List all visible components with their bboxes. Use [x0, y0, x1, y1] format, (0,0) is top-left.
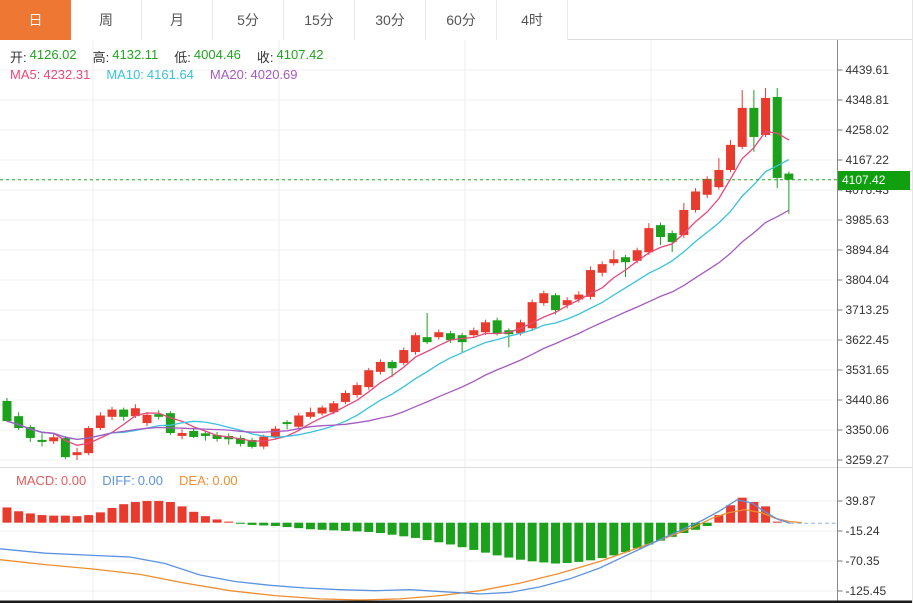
timeframe-tabbar: 日 周 月 5分 15分 30分 60分 4时 — [0, 0, 912, 40]
price-gridlines — [0, 40, 838, 467]
tab-label: 日 — [28, 12, 43, 28]
price-axis-label: 3350.06 — [846, 423, 890, 437]
candlestick-chart[interactable]: 4439.614348.814258.024167.224076.433985.… — [0, 40, 913, 467]
price-axis-label: 3440.86 — [846, 393, 890, 407]
bottom-border — [0, 600, 912, 603]
diff-line — [0, 499, 791, 595]
macd-axis-label: -125.45 — [846, 584, 887, 598]
macd-gridlines — [0, 467, 912, 601]
price-axis-label: 4348.81 — [846, 93, 890, 107]
ma10-line — [6, 159, 790, 441]
tab-label: 5分 — [237, 12, 259, 28]
price-axis-label: 3622.45 — [846, 333, 890, 347]
tab-day[interactable]: 日 — [0, 0, 71, 40]
tab-label: 4时 — [521, 12, 543, 28]
macd-axis-label: 39.87 — [846, 494, 876, 508]
macd-histogram — [2, 497, 782, 564]
tab-label: 周 — [99, 12, 113, 28]
tab-label: 月 — [170, 12, 184, 28]
tab-label: 30分 — [375, 12, 405, 28]
price-axis-label: 3531.65 — [846, 363, 890, 377]
last-price-tag: 4107.42 — [838, 171, 910, 190]
tab-label: 60分 — [446, 12, 476, 28]
price-axis-label: 3985.63 — [846, 213, 890, 227]
macd-axis: 39.87 -15.24 -70.35 -125.45 — [837, 467, 887, 603]
macd-chart[interactable]: 39.87 -15.24 -70.35 -125.45 — [0, 467, 913, 603]
tab-5min[interactable]: 5分 — [213, 0, 284, 40]
price-axis-label: 3804.04 — [846, 273, 890, 287]
price-axis-label: 4167.22 — [846, 153, 890, 167]
ma5-line — [6, 130, 790, 446]
tab-4hour[interactable]: 4时 — [497, 0, 568, 40]
tab-label: 15分 — [304, 12, 334, 28]
tab-60min[interactable]: 60分 — [426, 0, 497, 40]
price-axis-label: 4439.61 — [846, 63, 890, 77]
tab-15min[interactable]: 15分 — [284, 0, 355, 40]
price-axis: 4439.614348.814258.024167.224076.433985.… — [837, 40, 890, 467]
macd-axis-label: -15.24 — [846, 524, 880, 538]
dea-line — [0, 508, 803, 601]
price-axis-label: 3713.25 — [846, 303, 890, 317]
price-axis-label: 4258.02 — [846, 123, 890, 137]
price-axis-label: 3894.84 — [846, 243, 890, 257]
ma20-line — [6, 209, 790, 441]
tab-month[interactable]: 月 — [142, 0, 213, 40]
price-axis-label: 3259.27 — [846, 453, 890, 467]
macd-axis-label: -70.35 — [846, 554, 880, 568]
tab-30min[interactable]: 30分 — [355, 0, 426, 40]
tab-week[interactable]: 周 — [71, 0, 142, 40]
candlestick-series — [2, 88, 794, 461]
macd-panel[interactable]: 39.87 -15.24 -70.35 -125.45 MACD: 0.00 DIFF… — [0, 467, 913, 603]
price-chart-panel[interactable]: 4439.61 4348.81 4258.02 4167.22 4076.43 3985.… — [0, 40, 913, 467]
